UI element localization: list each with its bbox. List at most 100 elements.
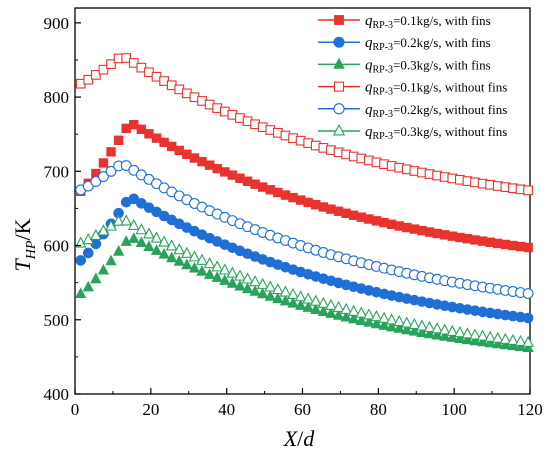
data-point — [499, 332, 512, 344]
data-point — [310, 303, 322, 314]
data-point — [150, 244, 163, 255]
series-5 — [75, 160, 534, 299]
data-point — [112, 214, 125, 226]
data-point — [120, 235, 132, 246]
x-tick-label: 0 — [71, 400, 80, 419]
data-point — [112, 245, 125, 256]
data-point — [264, 290, 276, 301]
data-point — [74, 236, 87, 248]
data-point — [378, 311, 390, 323]
data-point — [348, 312, 360, 324]
data-point — [287, 297, 299, 308]
data-point — [106, 147, 116, 157]
x-tick-label: 120 — [517, 400, 543, 419]
data-point — [91, 70, 101, 80]
data-point — [522, 288, 534, 299]
data-point — [385, 320, 398, 332]
data-point — [113, 135, 124, 145]
data-point — [90, 272, 102, 284]
series-4 — [75, 53, 533, 196]
legend-label: qRP-3=0.3kg/s, with fins — [365, 57, 491, 75]
x-tick-label: 80 — [370, 400, 387, 419]
data-point — [256, 277, 269, 289]
data-point — [196, 253, 208, 265]
data-point — [523, 242, 533, 253]
data-point — [514, 334, 527, 346]
data-point — [507, 333, 519, 345]
legend-marker — [333, 103, 345, 115]
data-point — [150, 231, 163, 243]
data-point — [143, 227, 155, 239]
data-point — [75, 255, 86, 266]
data-point — [325, 307, 337, 318]
data-point — [491, 331, 504, 343]
legend-label: qRP-3=0.1kg/s, with fins — [365, 13, 491, 31]
data-point — [249, 285, 261, 296]
data-point — [317, 296, 330, 308]
data-point — [522, 312, 534, 324]
y-tick-label: 900 — [44, 14, 70, 33]
data-point — [385, 313, 398, 325]
data-point — [181, 258, 193, 270]
y-tick-label: 400 — [44, 385, 70, 404]
data-point — [196, 265, 208, 276]
y-axis-label: THP/K — [10, 218, 39, 271]
data-point — [408, 317, 421, 330]
data-point — [461, 327, 474, 339]
data-point — [294, 299, 307, 310]
data-point — [173, 255, 185, 266]
data-point — [234, 279, 246, 291]
data-point — [257, 287, 269, 299]
legend-marker — [333, 81, 345, 92]
data-point — [438, 323, 451, 335]
data-point — [211, 271, 223, 282]
data-point — [127, 218, 140, 230]
data-point — [203, 268, 216, 279]
data-point — [75, 287, 87, 298]
legend-marker — [333, 36, 345, 48]
axis-ticks: 0 20 40 60 80 100 120 400 500 600 700 800 900 — [44, 14, 543, 419]
data-point — [484, 330, 497, 342]
data-point — [287, 287, 299, 299]
data-point — [105, 254, 117, 266]
data-point — [97, 171, 109, 183]
data-point — [393, 314, 406, 327]
x-tick-label: 100 — [441, 400, 467, 419]
series-1 — [75, 119, 533, 253]
data-point — [211, 260, 224, 272]
data-point — [302, 292, 315, 304]
data-point — [135, 236, 147, 248]
data-point — [264, 280, 277, 292]
data-point — [469, 328, 481, 340]
data-point — [370, 310, 383, 322]
legend: qRP-3=0.1kg/s, with fins qRP-3=0.2kg/s, w… — [318, 13, 507, 142]
data-point — [98, 158, 109, 168]
data-point — [279, 285, 292, 297]
data-point — [158, 235, 170, 247]
data-point — [370, 317, 383, 329]
data-point — [363, 316, 375, 327]
x-tick-label: 20 — [142, 400, 159, 419]
data-point — [272, 292, 284, 304]
data-point — [241, 272, 254, 284]
data-point — [332, 300, 345, 312]
data-point — [271, 282, 284, 295]
legend-marker — [333, 57, 345, 69]
y-tick-label: 800 — [44, 88, 70, 107]
data-point — [180, 246, 193, 258]
data-point — [166, 251, 178, 263]
data-point — [302, 301, 314, 312]
x-axis-label: X/d — [283, 426, 316, 451]
data-point — [90, 176, 102, 187]
y-tick-label: 700 — [44, 162, 70, 181]
data-point — [355, 314, 367, 326]
y-tick-label: 500 — [44, 311, 70, 330]
data-point — [165, 239, 178, 251]
data-point — [226, 266, 239, 278]
data-point — [188, 261, 201, 273]
legend-label: qRP-3=0.2kg/s, with fins — [365, 35, 491, 53]
legend-label: qRP-3=0.3kg/s, without fins — [365, 124, 507, 142]
data-point — [431, 322, 443, 334]
data-point — [106, 59, 116, 70]
